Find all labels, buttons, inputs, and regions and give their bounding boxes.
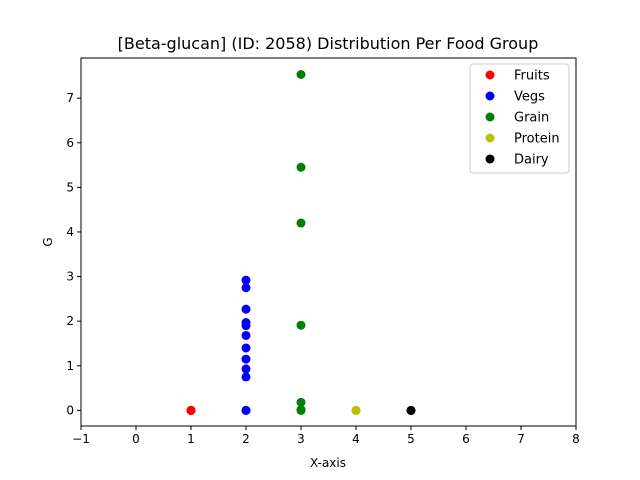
x-tick-label: 0 [132,432,140,446]
legend-marker [485,154,495,164]
legend-label: Fruits [514,69,550,84]
y-tick-label: 1 [66,359,74,373]
data-point [241,343,251,353]
y-tick-label: 7 [66,91,74,105]
legend-marker [485,133,495,143]
x-tick-label: 1 [187,432,195,446]
legend-marker [485,70,495,80]
chart-title: [Beta-glucan] (ID: 2058) Distribution Pe… [118,34,539,53]
legend-label: Vegs [514,90,545,105]
legend-label: Dairy [514,153,549,168]
x-tick-label: 8 [572,432,580,446]
y-axis-label: G [41,237,55,246]
data-point [186,405,196,415]
x-tick-label: 7 [517,432,525,446]
x-tick-label: −1 [72,432,90,446]
data-point [296,397,306,407]
plot-area: −1 0 1 2 3 4 5 6 7 8 0 1 2 3 4 5 6 7 [66,57,580,446]
data-point [296,218,306,228]
data-point [241,354,251,364]
legend-label: Grain [514,111,549,126]
y-tick-label: 0 [66,403,74,417]
x-tick-label: 2 [242,432,250,446]
data-point [296,70,306,80]
data-point [241,283,251,293]
x-tick-label: 5 [407,432,415,446]
data-point [296,405,306,415]
data-point [241,405,251,415]
y-tick-label: 3 [66,270,74,284]
data-point [241,364,251,374]
series-vegs [241,275,251,415]
data-point [296,320,306,330]
series-fruits [186,405,196,415]
x-tick-label: 6 [462,432,470,446]
legend-marker [485,91,495,101]
data-point [296,162,306,172]
x-axis-label: X-axis [310,456,346,470]
legend-marker [485,112,495,122]
data-point [406,405,416,415]
legend-label: Protein [514,132,560,147]
series-dairy [406,405,416,415]
y-tick-label: 6 [66,136,74,150]
legend: Fruits Vegs Grain Protein Dairy [469,63,570,174]
data-point [241,372,251,382]
legend-box [469,63,570,174]
x-tick-label: 4 [352,432,360,446]
data-point [351,405,361,415]
plot-frame [80,57,577,427]
y-tick-label: 2 [66,314,74,328]
x-tick-label: 3 [297,432,305,446]
data-point [241,275,251,285]
y-tick-label: 4 [66,225,74,239]
data-point [241,304,251,314]
data-point [241,330,251,340]
series-grain [296,70,306,415]
series-protein [351,405,361,415]
data-point [241,321,251,331]
y-tick-label: 5 [66,180,74,194]
